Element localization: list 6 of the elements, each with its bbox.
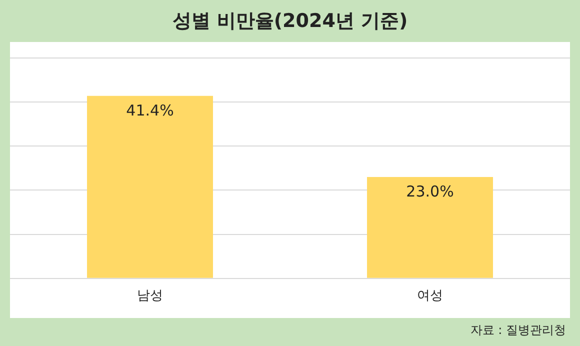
chart-title: 성별 비만율(2024년 기준) (171, 9, 409, 34)
x-tick-label: 남성 (137, 288, 163, 304)
text: 자료 : 질병관리청 (470, 322, 566, 339)
data-label: 23.0% (406, 182, 454, 200)
data-label: 41.4% (126, 101, 174, 120)
x-tick-label: 여성 (417, 288, 443, 304)
